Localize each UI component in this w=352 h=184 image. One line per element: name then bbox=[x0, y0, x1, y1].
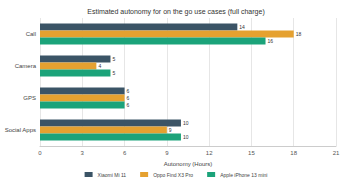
svg-text:18: 18 bbox=[296, 31, 302, 37]
svg-text:0: 0 bbox=[38, 150, 42, 156]
svg-text:Apple iPhone 13 mini: Apple iPhone 13 mini bbox=[220, 172, 267, 178]
svg-text:Camera: Camera bbox=[15, 63, 37, 69]
svg-text:21: 21 bbox=[333, 150, 340, 156]
svg-text:16: 16 bbox=[268, 38, 274, 44]
svg-text:Estimated autonomy for on the: Estimated autonomy for on the go use cas… bbox=[87, 8, 264, 16]
svg-text:6: 6 bbox=[127, 95, 130, 101]
svg-text:Social Apps: Social Apps bbox=[5, 127, 36, 133]
svg-text:18: 18 bbox=[290, 150, 297, 156]
svg-text:Oppo Find X3 Pro: Oppo Find X3 Pro bbox=[153, 172, 193, 178]
svg-text:GPS: GPS bbox=[23, 95, 36, 101]
svg-text:4: 4 bbox=[98, 63, 101, 69]
svg-text:6: 6 bbox=[127, 102, 130, 108]
svg-text:10: 10 bbox=[183, 134, 189, 140]
svg-text:9: 9 bbox=[169, 127, 172, 133]
svg-text:Xiaomi Mi 11: Xiaomi Mi 11 bbox=[98, 172, 127, 178]
svg-text:Autonomy (Hours): Autonomy (Hours) bbox=[164, 161, 213, 167]
svg-text:9: 9 bbox=[165, 150, 169, 156]
svg-text:15: 15 bbox=[248, 150, 255, 156]
svg-text:10: 10 bbox=[183, 120, 189, 126]
svg-text:6: 6 bbox=[123, 150, 127, 156]
svg-text:5: 5 bbox=[112, 70, 115, 76]
svg-text:3: 3 bbox=[81, 150, 85, 156]
svg-text:Call: Call bbox=[26, 31, 36, 37]
svg-text:5: 5 bbox=[112, 56, 115, 62]
svg-text:6: 6 bbox=[127, 88, 130, 94]
svg-text:12: 12 bbox=[206, 150, 213, 156]
svg-text:14: 14 bbox=[239, 24, 245, 30]
